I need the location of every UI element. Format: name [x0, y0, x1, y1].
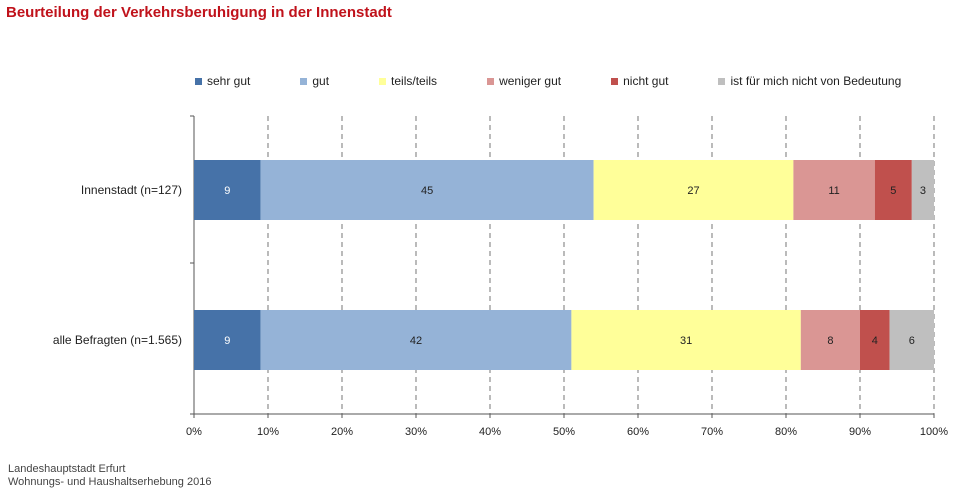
- source-line-2: Wohnungs- und Haushaltserhebung 2016: [8, 476, 212, 488]
- x-tick-label: 30%: [405, 426, 427, 438]
- x-tick-label: 80%: [775, 426, 797, 438]
- bar-segment: [571, 310, 801, 370]
- legend-label: gut: [312, 74, 330, 88]
- data-label: 45: [421, 185, 433, 197]
- legend-label: nicht gut: [623, 74, 669, 88]
- source-line-1: Landeshauptstadt Erfurt: [8, 463, 126, 475]
- data-label: 6: [909, 335, 915, 347]
- data-label: 31: [680, 335, 692, 347]
- legend-swatch: [300, 77, 308, 85]
- legend-swatch: [718, 77, 726, 85]
- legend-swatch: [487, 77, 495, 85]
- legend: sehr gut gut teils/teils weniger gut nicht g…: [195, 74, 901, 88]
- x-tick-label: 50%: [553, 426, 575, 438]
- category-label: alle Befragten (n=1.565): [53, 333, 182, 347]
- x-tick-label: 60%: [627, 426, 649, 438]
- legend-item: gut: [300, 74, 329, 88]
- data-label: 27: [687, 185, 699, 197]
- chart-title: Beurteilung der Verkehrsberuhigung in de…: [6, 4, 392, 21]
- source-note: Landeshauptstadt Erfurt Wohnungs- und Ha…: [8, 463, 211, 489]
- bar-segment: [874, 160, 912, 220]
- bar-segment: [194, 160, 261, 220]
- x-tick-label: 10%: [257, 426, 279, 438]
- x-tick-label: 90%: [849, 426, 871, 438]
- bar-segment: [194, 310, 261, 370]
- bar-segment: [260, 160, 594, 220]
- data-label: 8: [827, 335, 833, 347]
- x-tick-label: 70%: [701, 426, 723, 438]
- legend-item: ist für mich nicht von Bedeutung: [718, 74, 901, 88]
- legend-swatch: [379, 77, 387, 85]
- bar-segment: [260, 310, 572, 370]
- data-label: 9: [224, 335, 230, 347]
- bar-segment: [593, 160, 794, 220]
- bar-segment: [911, 160, 934, 220]
- x-tick-label: 0%: [186, 426, 202, 438]
- legend-item: teils/teils: [379, 74, 437, 88]
- bar-segment: [800, 310, 860, 370]
- category-label: Innenstadt (n=127): [81, 183, 182, 197]
- data-label: 5: [890, 185, 896, 197]
- data-label: 3: [920, 185, 926, 197]
- bar-segment: [889, 310, 934, 370]
- legend-label: sehr gut: [207, 74, 251, 88]
- legend-label: ist für mich nicht von Bedeutung: [730, 74, 902, 88]
- x-tick-label: 20%: [331, 426, 353, 438]
- bar-segment: [860, 310, 890, 370]
- legend-item: weniger gut: [487, 74, 561, 88]
- legend-label: teils/teils: [391, 74, 438, 88]
- bar-segment: [793, 160, 875, 220]
- data-label: 11: [828, 185, 839, 197]
- legend-swatch: [611, 77, 619, 85]
- legend-label: weniger gut: [499, 74, 562, 88]
- legend-item: nicht gut: [611, 74, 668, 88]
- data-label: 4: [872, 335, 878, 347]
- legend-item: sehr gut: [195, 74, 250, 88]
- data-label: 9: [224, 185, 230, 197]
- x-tick-label: 100%: [920, 426, 948, 438]
- x-tick-label: 40%: [479, 426, 501, 438]
- legend-swatch: [195, 77, 202, 85]
- data-label: 42: [410, 335, 422, 347]
